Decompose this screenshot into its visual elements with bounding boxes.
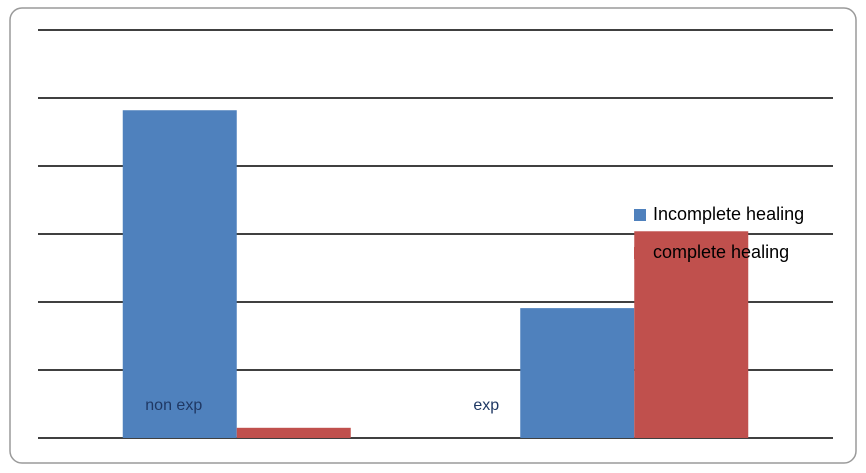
- bar: [520, 308, 635, 438]
- bar: [634, 231, 749, 438]
- legend-label: complete healing: [653, 242, 789, 262]
- bar: [236, 427, 351, 438]
- x-tick-label: non exp: [145, 397, 202, 414]
- legend-label: Incomplete healing: [653, 204, 804, 224]
- legend-swatch: [634, 209, 646, 221]
- bar: [122, 110, 237, 439]
- x-tick-label: exp: [473, 397, 499, 414]
- legend-swatch: [634, 247, 646, 259]
